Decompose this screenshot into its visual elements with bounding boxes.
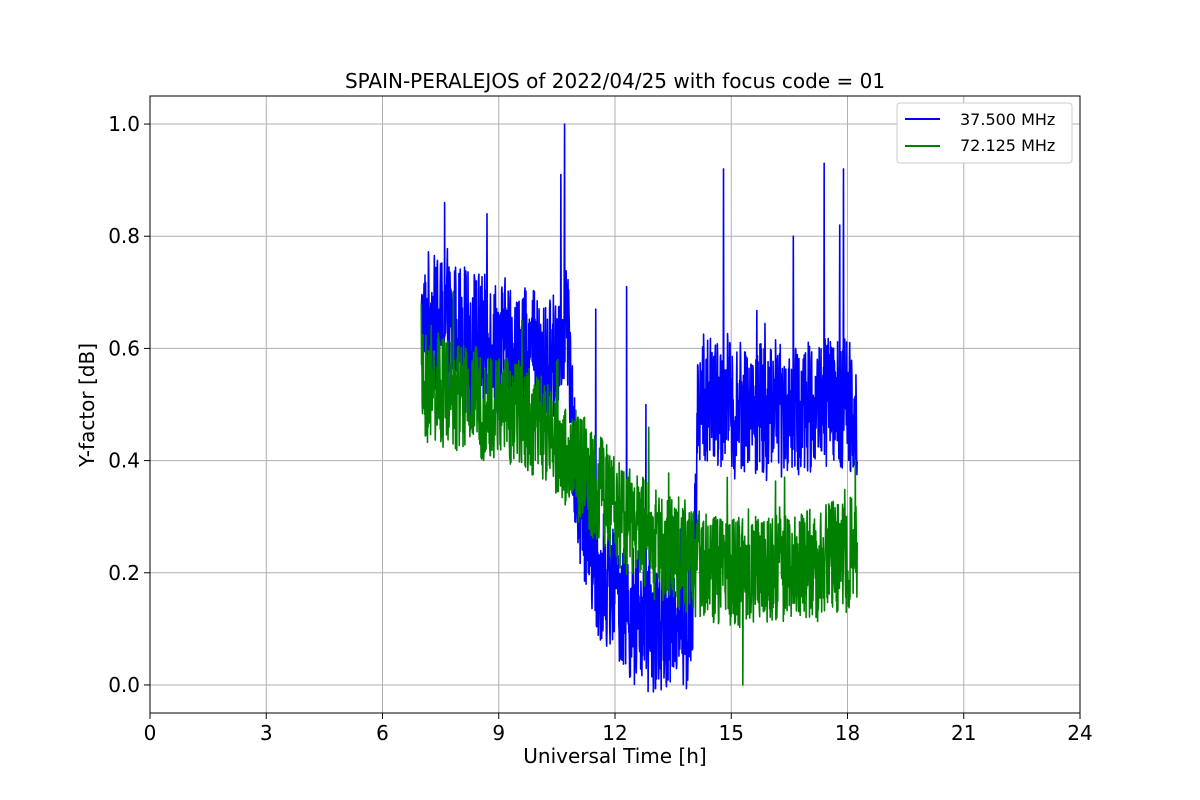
y-tick-label: 1.0	[108, 112, 140, 136]
x-tick-label: 12	[602, 721, 627, 745]
plot-area	[149, 95, 1081, 714]
series-line-37500	[420, 123, 858, 693]
y-axis-label: Y-factor [dB]	[75, 343, 99, 468]
x-axis-ticks: 0 3 6 9 12 15 18 21 24	[144, 713, 1093, 745]
chart-title: SPAIN-PERALEJOS of 2022/04/25 with focus…	[345, 69, 885, 93]
y-axis-ticks: 0.0 0.2 0.4 0.6 0.8 1.0	[108, 112, 150, 697]
legend-box	[896, 102, 1073, 164]
y-tick-label: 0.2	[108, 561, 140, 585]
x-tick-label: 3	[260, 721, 273, 745]
series-line-72125	[420, 290, 858, 686]
y-tick-label: 0.6	[108, 336, 140, 360]
legend-label-72125: 72.125 MHz	[960, 136, 1055, 155]
x-tick-label: 6	[376, 721, 389, 745]
x-tick-label: 21	[951, 721, 976, 745]
y-tick-label: 0.0	[108, 673, 140, 697]
y-tick-label: 0.8	[108, 224, 140, 248]
x-tick-label: 24	[1067, 721, 1092, 745]
x-tick-label: 0	[144, 721, 157, 745]
x-tick-label: 18	[835, 721, 860, 745]
series-layer	[420, 123, 858, 693]
legend: 37.500 MHz 72.125 MHz	[896, 102, 1073, 164]
x-tick-label: 9	[492, 721, 505, 745]
x-axis-label: Universal Time [h]	[523, 744, 706, 768]
x-tick-label: 15	[719, 721, 744, 745]
legend-label-37500: 37.500 MHz	[960, 110, 1055, 129]
y-tick-label: 0.4	[108, 449, 140, 473]
